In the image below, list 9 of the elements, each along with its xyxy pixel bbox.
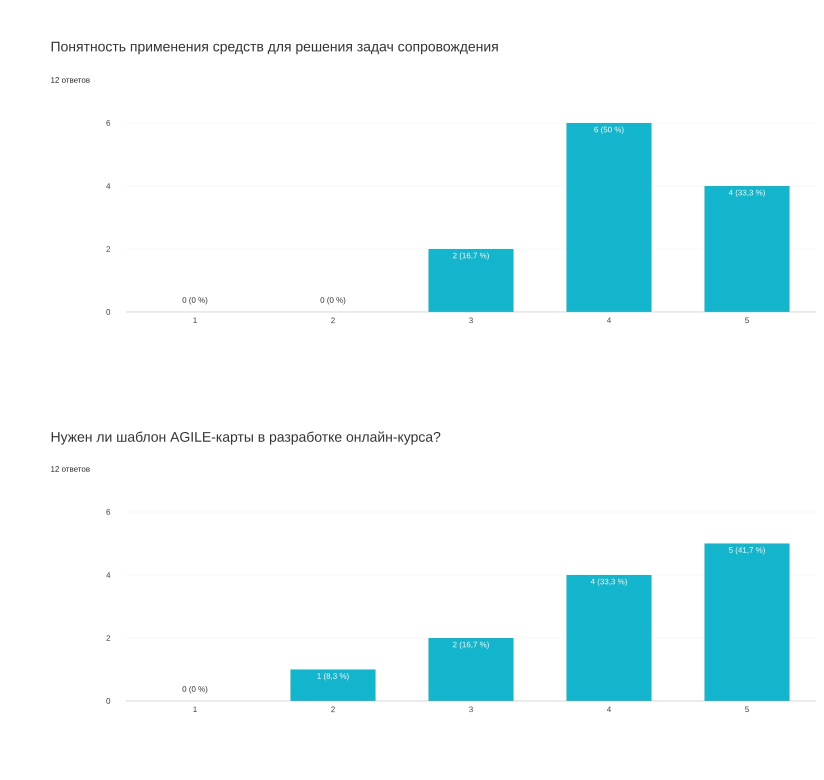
chart-title: Нужен ли шаблон AGILE-карты в разработке онлайн-курса? — [52, 431, 440, 445]
bar — [428, 638, 514, 701]
chart-title: Понятность применения средств для решения задач сопровождения — [52, 42, 498, 54]
bar — [704, 543, 790, 701]
bar — [704, 186, 790, 312]
bar — [566, 574, 652, 701]
bar — [290, 669, 376, 701]
bar — [566, 122, 652, 312]
bar — [428, 248, 514, 312]
